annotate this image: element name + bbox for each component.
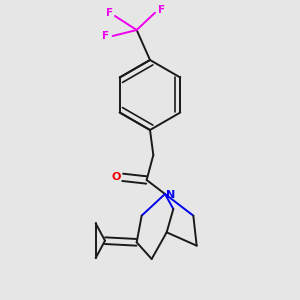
Text: F: F bbox=[106, 8, 112, 18]
Text: F: F bbox=[102, 31, 109, 41]
Text: F: F bbox=[158, 5, 164, 15]
Text: N: N bbox=[166, 190, 175, 200]
Text: O: O bbox=[111, 172, 121, 182]
